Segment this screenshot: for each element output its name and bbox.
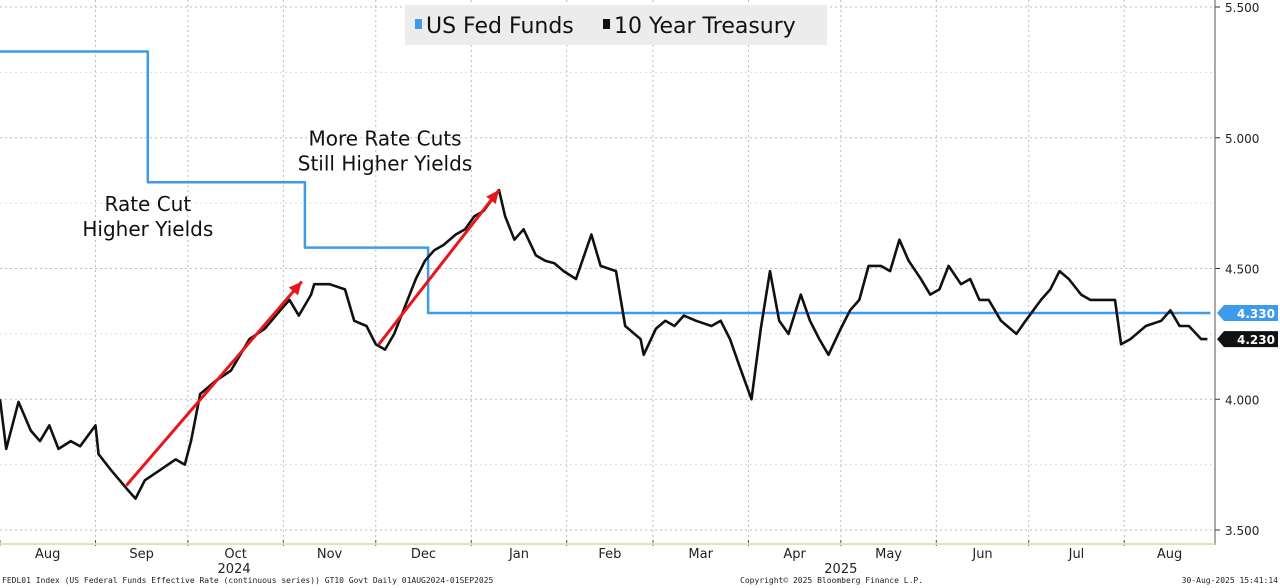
x-tick-label: May — [875, 547, 902, 562]
y-tick-label: 4.500 — [1225, 263, 1259, 277]
y-axis: 5.500 5.000 4.500 4.000 3.500 — [1214, 0, 1259, 545]
x-tick-label: Jul — [1068, 547, 1085, 562]
trend-arrow — [377, 189, 501, 346]
y-tick-label: 5.000 — [1225, 132, 1259, 146]
x-tick-label: Nov — [317, 547, 343, 562]
y-tick-label: 3.500 — [1225, 524, 1259, 538]
ten-year-line — [0, 188, 1208, 500]
x-tick-label: Oct — [224, 547, 246, 562]
legend-swatch-10y — [603, 19, 610, 29]
ten-year-last-value: 4.230 — [1237, 333, 1275, 347]
legend-box — [405, 5, 827, 45]
x-tick-label: Aug — [35, 547, 60, 562]
x-tick-label: Feb — [598, 547, 621, 562]
fed-funds-last-badge — [1217, 304, 1278, 321]
x-tick-label: Sep — [129, 547, 154, 562]
footer-source: FEDL01 Index (US Federal Funds Effective… — [2, 576, 494, 585]
x-tick-label: Mar — [688, 547, 713, 562]
footer-timestamp: 30-Aug-2025 15:41:14 — [1181, 576, 1278, 585]
annotation-text: More Rate Cuts — [308, 127, 461, 151]
footer-copyright: Copyright© 2025 Bloomberg Finance L.P. — [740, 576, 924, 585]
y-tick-label: 4.000 — [1225, 393, 1259, 407]
x-tick-label: Apr — [783, 547, 806, 562]
legend: US Fed Funds 10 Year Treasury — [405, 5, 827, 45]
series-lines: 4.330 4.230 — [0, 50, 1278, 500]
x-tick-label: Aug — [1157, 547, 1182, 562]
arrow-head — [288, 281, 302, 296]
legend-10y: 10 Year Treasury — [614, 14, 796, 39]
x-axis: Aug Sep Oct Nov Dec Jan Feb Mar Apr May Jun Jul Aug 2… — [0, 540, 1215, 577]
fed-funds-line — [0, 50, 1211, 315]
trend-arrow — [125, 280, 303, 487]
x-tick-label: Jan — [508, 547, 529, 562]
ten-year-last-badge — [1217, 331, 1278, 348]
arrow-head — [486, 190, 499, 204]
x-tick-label: Jun — [971, 547, 992, 562]
legend-fed-funds: US Fed Funds — [426, 14, 574, 39]
year-label: 2025 — [824, 562, 857, 577]
annotation-text: Higher Yields — [82, 217, 213, 241]
fed-funds-last-value: 4.330 — [1237, 307, 1275, 321]
legend-swatch-fed-funds — [415, 19, 422, 29]
annotation-text: Still Higher Yields — [298, 152, 472, 176]
year-label: 2024 — [218, 562, 251, 577]
y-tick-label: 5.500 — [1225, 1, 1259, 15]
gridlines — [0, 0, 1215, 545]
x-tick-label: Dec — [411, 547, 436, 562]
annotation-text: Rate Cut — [104, 192, 191, 216]
